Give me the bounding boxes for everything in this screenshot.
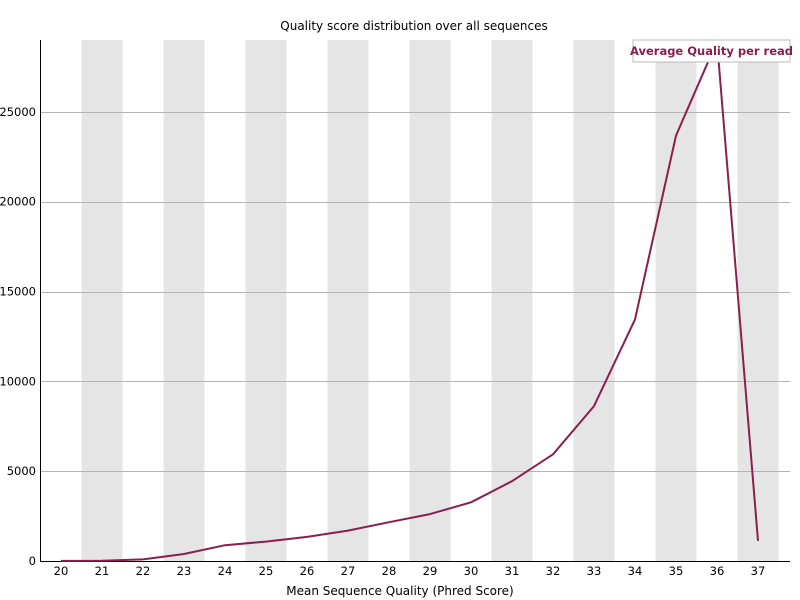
background-band [573,40,615,561]
legend: Average Quality per read [630,39,793,63]
x-tick-label: 33 [587,564,602,578]
x-tick-label: 21 [95,564,110,578]
background-band [81,40,123,561]
x-tick-label: 26 [300,564,315,578]
background-band [655,40,697,561]
y-tick-label: 10000 [0,374,36,388]
background-band [327,40,369,561]
x-tick-label: 20 [54,564,69,578]
y-tick-labels: 0 5000 10000 15000 20000 25000 [0,105,36,568]
x-tick-label: 37 [751,564,766,578]
x-tick-label: 36 [710,564,725,578]
x-tick-label: 35 [669,564,684,578]
x-tick-labels: 20 21 22 23 24 25 26 27 28 29 30 31 32 33 34 35 36 37 [54,564,766,578]
x-tick-label: 24 [218,564,233,578]
chart-title: Quality score distribution over all sequ… [280,19,547,33]
background-band [245,40,287,561]
x-tick-label: 30 [464,564,479,578]
x-tick-label: 32 [546,564,561,578]
gridlines [40,112,790,472]
x-tick-label: 25 [259,564,274,578]
y-tick-label: 15000 [0,285,36,299]
legend-box [632,39,791,63]
y-tick-label: 20000 [0,195,36,209]
x-tick-label: 23 [177,564,192,578]
x-tick-label: 27 [341,564,356,578]
y-tick-label: 25000 [0,105,36,119]
y-tick-label: 5000 [7,464,36,478]
background-band [409,40,451,561]
x-tick-label: 28 [382,564,397,578]
x-tick-label: 22 [136,564,151,578]
legend-label: Average Quality per read [630,44,793,58]
x-axis-title: Mean Sequence Quality (Phred Score) [286,584,514,598]
x-tick-label: 34 [628,564,643,578]
background-band [163,40,205,561]
x-tick-label: 31 [505,564,520,578]
series-line [60,40,759,562]
axes [40,40,790,562]
background-band [737,40,779,561]
y-tick-label: 0 [29,554,36,568]
background-bands [81,40,779,561]
x-tick-label: 29 [423,564,438,578]
background-band [491,40,533,561]
